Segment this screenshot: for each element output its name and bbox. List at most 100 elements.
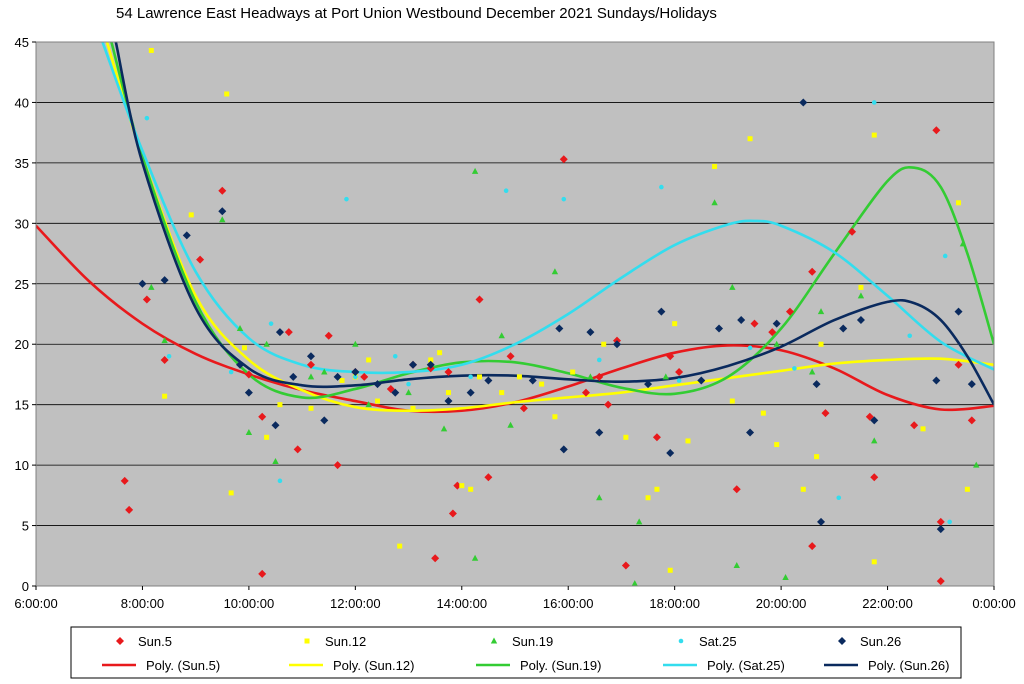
point-sun-26 [466, 388, 475, 397]
point-sat-25 [277, 478, 283, 484]
point-sun-5 [675, 368, 684, 377]
point-sun-12 [774, 442, 780, 448]
point-sun-26 [408, 360, 417, 369]
point-sat-25 [792, 366, 797, 371]
point-sun-26 [559, 445, 568, 454]
point-sun-12 [499, 390, 505, 396]
y-tick-label: 10 [15, 458, 29, 473]
point-sun-19 [471, 167, 479, 174]
point-sun-19 [662, 373, 669, 380]
point-sun-19 [587, 373, 594, 380]
legend-box [70, 626, 962, 679]
point-sun-12 [858, 284, 864, 290]
point-sat-25 [836, 495, 842, 501]
point-sun-19 [635, 518, 643, 525]
point-sat-25 [659, 184, 664, 190]
point-sun-12 [477, 374, 483, 380]
point-sun-5 [218, 186, 227, 195]
point-sat-25 [392, 354, 398, 359]
point-sun-19 [551, 268, 559, 275]
data-points [120, 47, 980, 587]
point-sun-5 [581, 388, 590, 397]
point-sun-19 [161, 337, 168, 344]
point-sun-5 [848, 227, 857, 236]
y-tick-label: 5 [22, 519, 29, 534]
point-sun-19 [263, 340, 270, 347]
legend-label: Poly. (Sun.12) [333, 658, 414, 673]
point-sun-19 [729, 283, 736, 290]
point-sun-26 [306, 352, 315, 361]
legend-label: Poly. (Sun.26) [868, 658, 949, 673]
point-sun-19 [219, 216, 226, 223]
point-sat-25 [947, 519, 952, 525]
point-sun-5 [750, 319, 759, 328]
x-tick-label: 6:00:00 [14, 596, 57, 611]
point-sun-5 [360, 372, 369, 381]
point-sun-19 [631, 580, 638, 587]
point-sun-12 [468, 486, 474, 492]
point-sun-19 [973, 461, 980, 468]
point-sun-26 [351, 368, 360, 377]
point-sun-19 [817, 308, 825, 315]
point-sun-19 [498, 332, 505, 339]
point-sat-25 [353, 374, 358, 380]
point-sun-26 [613, 340, 622, 349]
point-sun-5 [431, 554, 440, 563]
point-sun-5 [967, 416, 976, 425]
point-sun-5 [386, 384, 395, 393]
point-sun-26 [772, 319, 781, 328]
point-sun-12 [539, 381, 545, 387]
legend: Sun.5 Sun.12 Sun.19 Sat.25 Sun.26 Poly. (Sun.… [70, 626, 962, 679]
point-sun-19 [773, 340, 780, 347]
point-sun-19 [782, 574, 789, 581]
point-sun-5 [484, 473, 493, 482]
y-tick-label: 45 [15, 35, 29, 50]
point-sun-12 [375, 398, 381, 404]
point-sun-26 [932, 376, 941, 385]
point-sun-19 [148, 283, 155, 290]
plot-area [36, 42, 994, 586]
point-sun-19 [733, 561, 740, 568]
point-sun-5 [821, 409, 830, 418]
point-sun-26 [244, 388, 253, 397]
point-sun-12 [964, 486, 970, 492]
legend-label: Sat.25 [699, 634, 737, 649]
point-sun-26 [954, 307, 963, 316]
point-sat-25 [561, 196, 567, 202]
point-sun-12 [366, 357, 372, 363]
y-tick-label: 20 [15, 337, 29, 352]
point-sun-26 [936, 525, 945, 534]
point-sun-26 [967, 380, 976, 389]
point-sun-12 [445, 390, 451, 396]
point-sun-12 [667, 567, 673, 573]
point-sun-5 [936, 517, 945, 526]
point-sun-19 [857, 292, 865, 299]
point-sun-19 [307, 373, 315, 380]
x-tick-label: 0:00:00 [972, 596, 1015, 611]
point-sun-5 [293, 445, 302, 454]
point-sun-12 [277, 402, 283, 408]
point-sun-5 [954, 360, 963, 369]
point-sun-26 [444, 397, 453, 406]
point-sun-5 [865, 412, 874, 421]
point-sat-25 [676, 378, 682, 383]
point-sun-26 [812, 380, 821, 389]
point-sun-12 [800, 486, 806, 492]
point-sun-12 [654, 486, 660, 492]
legend-label: Poly. (Sun.19) [520, 658, 601, 673]
point-sun-12 [428, 357, 434, 363]
point-sun-26 [275, 328, 284, 337]
point-sun-26 [320, 416, 329, 425]
point-sun-19 [507, 421, 514, 428]
point-sun-26 [666, 449, 675, 458]
point-sun-19 [440, 425, 448, 432]
point-sun-5 [125, 505, 134, 514]
point-sat-25 [268, 321, 274, 326]
point-sat-25 [406, 381, 411, 387]
point-sun-26 [799, 98, 808, 107]
point-sun-26 [289, 372, 298, 381]
point-sun-5 [120, 476, 129, 485]
point-sun-26 [856, 316, 865, 325]
point-sun-12 [437, 350, 443, 356]
